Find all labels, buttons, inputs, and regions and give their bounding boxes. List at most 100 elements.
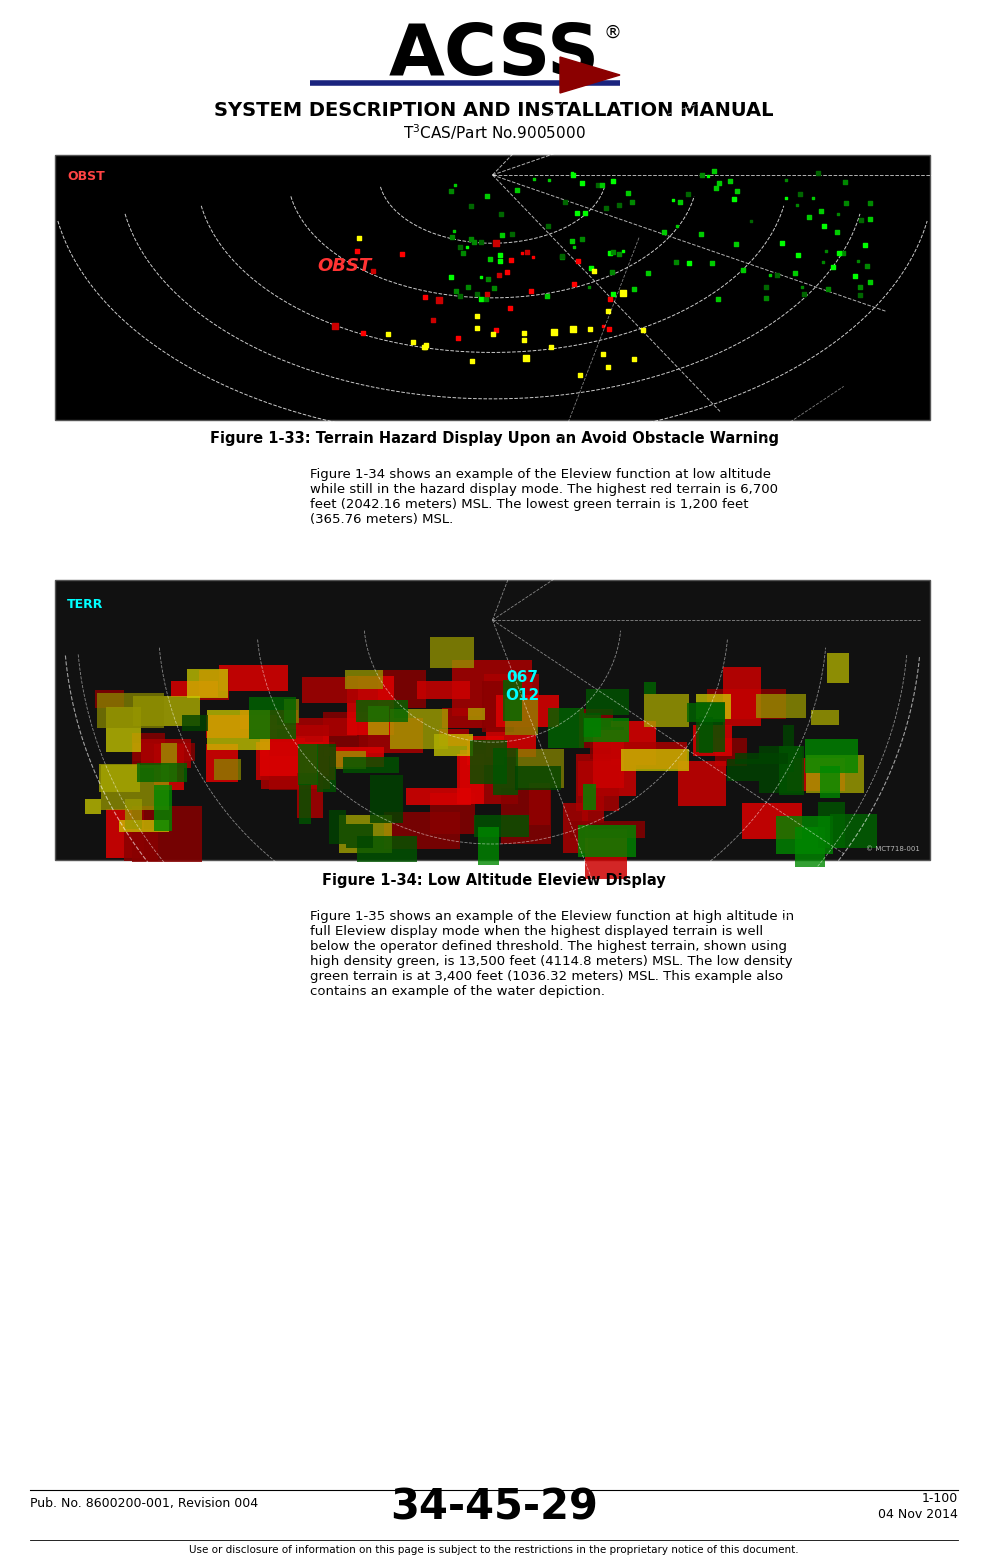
Bar	[505, 698, 537, 736]
Bar	[132, 805, 202, 861]
Bar	[621, 750, 690, 771]
Point	[825, 255, 841, 280]
Point	[520, 239, 535, 264]
Point	[463, 194, 479, 219]
Point	[478, 281, 494, 306]
Point	[459, 274, 475, 299]
Point	[624, 190, 640, 215]
Bar	[256, 742, 335, 781]
Text: 34-45-29: 34-45-29	[390, 1487, 598, 1529]
FancyBboxPatch shape	[55, 580, 930, 860]
Bar	[85, 799, 101, 813]
Bar	[578, 826, 635, 857]
Bar	[357, 700, 408, 722]
Point	[469, 303, 485, 328]
Text: OBST: OBST	[317, 257, 371, 275]
Point	[616, 238, 631, 263]
Bar	[417, 681, 470, 698]
Bar	[340, 815, 391, 854]
Bar	[576, 754, 619, 810]
Bar	[759, 746, 802, 793]
Point	[478, 286, 494, 311]
Point	[681, 250, 697, 275]
Point	[492, 243, 508, 267]
Bar	[297, 745, 318, 785]
Bar	[570, 821, 644, 838]
Point	[351, 225, 367, 250]
Bar	[742, 802, 801, 838]
Text: Figure 1-33: Terrain Hazard Display Upon an Avoid Obstacle Warning: Figure 1-33: Terrain Hazard Display Upon…	[209, 431, 779, 445]
Bar	[249, 697, 296, 739]
Point	[527, 166, 542, 191]
Bar	[302, 676, 358, 703]
Bar	[578, 760, 635, 796]
Point	[565, 317, 581, 342]
Point	[853, 208, 868, 233]
Point	[570, 249, 586, 274]
Point	[635, 319, 651, 344]
Bar	[517, 750, 564, 788]
Point	[504, 221, 520, 246]
Bar	[99, 765, 140, 791]
Point	[796, 281, 812, 306]
Bar	[830, 813, 876, 847]
Text: SYSTEM DESCRIPTION AND INSTALLATION MANUAL: SYSTEM DESCRIPTION AND INSTALLATION MANU…	[214, 101, 774, 120]
Point	[469, 316, 485, 341]
Point	[863, 269, 878, 294]
Point	[759, 275, 775, 300]
Bar	[780, 745, 804, 795]
Bar	[284, 698, 299, 723]
Point	[694, 162, 709, 187]
Point	[788, 193, 804, 218]
Point	[452, 283, 467, 308]
Point	[482, 247, 498, 272]
Point	[417, 285, 433, 309]
Point	[728, 232, 744, 257]
Point	[355, 320, 370, 345]
Bar	[206, 711, 270, 750]
Point	[448, 278, 463, 303]
Point	[711, 171, 727, 196]
Text: 1-100: 1-100	[922, 1491, 958, 1505]
Text: TERR: TERR	[67, 599, 104, 611]
Point	[857, 233, 872, 258]
Polygon shape	[560, 58, 620, 93]
Bar	[586, 689, 629, 715]
Bar	[97, 694, 164, 728]
Bar	[794, 827, 825, 866]
Bar	[377, 670, 426, 709]
Point	[601, 355, 617, 379]
Point	[524, 278, 539, 303]
Point	[862, 207, 877, 232]
Point	[602, 239, 618, 264]
Point	[444, 224, 459, 249]
Bar	[171, 681, 217, 698]
Point	[595, 341, 611, 365]
Bar	[470, 740, 507, 784]
Point	[763, 263, 779, 288]
Text: ACSS: ACSS	[388, 20, 600, 90]
Bar	[787, 757, 845, 791]
Point	[488, 317, 504, 342]
Bar	[431, 793, 475, 833]
Bar	[811, 711, 840, 725]
Point	[595, 173, 611, 197]
Point	[595, 314, 611, 339]
Point	[574, 225, 590, 250]
Bar	[697, 694, 730, 720]
Point	[425, 308, 441, 333]
Bar	[137, 762, 187, 782]
Point	[818, 239, 834, 264]
Point	[710, 288, 726, 313]
Point	[564, 229, 580, 253]
Bar	[694, 726, 732, 756]
Bar	[776, 816, 834, 854]
Bar	[269, 737, 305, 790]
Point	[583, 255, 599, 280]
Bar	[611, 722, 656, 765]
Bar	[120, 819, 169, 832]
Point	[722, 168, 738, 193]
Text: OBST: OBST	[67, 169, 105, 183]
Bar	[182, 715, 208, 731]
Point	[735, 257, 751, 281]
